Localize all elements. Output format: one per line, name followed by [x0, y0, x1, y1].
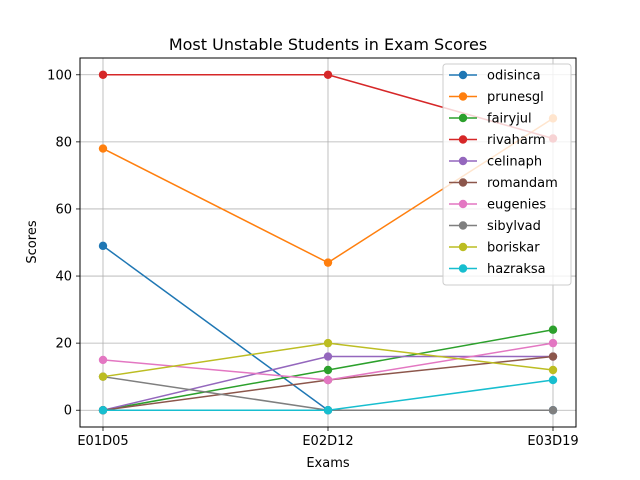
data-point — [98, 406, 108, 415]
x-tick-label: E03D19 — [527, 434, 578, 449]
legend-marker — [458, 92, 468, 101]
legend-item: sibylvad — [449, 219, 541, 234]
data-point — [323, 406, 333, 415]
legend-label: odisinca — [487, 69, 541, 84]
data-point — [548, 338, 558, 348]
data-point — [98, 144, 108, 153]
legend-item: odisinca — [449, 69, 541, 84]
y-axis-label: Scores — [25, 220, 40, 263]
legend-label: fairyjul — [487, 112, 532, 127]
data-point — [548, 406, 558, 415]
data-point — [323, 352, 333, 361]
tick-layer: 0 20 40 60 80 100 E01D05 E02D12 E03D19 — [47, 68, 578, 449]
legend-item: hazraksa — [449, 262, 546, 277]
y-tick-label: 0 — [64, 404, 72, 419]
data-point — [323, 70, 333, 79]
legend-label: romandam — [487, 176, 558, 191]
legend-item: fairyjul — [449, 112, 532, 127]
legend-marker — [458, 221, 468, 230]
data-point — [323, 338, 333, 348]
data-point — [323, 258, 333, 267]
data-point — [548, 352, 558, 361]
legend-item: celinaph — [449, 155, 542, 170]
legend-item: eugenies — [449, 198, 546, 213]
y-tick-label: 60 — [55, 202, 72, 217]
legend-marker — [458, 199, 468, 209]
legend-label: sibylvad — [487, 219, 541, 234]
x-axis-label: Exams — [306, 456, 350, 471]
legend-marker — [458, 264, 468, 273]
legend-marker — [458, 135, 468, 144]
y-tick-label: 20 — [55, 337, 72, 352]
legend-label: hazraksa — [487, 262, 546, 277]
data-point — [323, 365, 333, 375]
legend-marker — [458, 156, 468, 166]
legend-label: eugenies — [487, 198, 546, 213]
legend-item: romandam — [449, 176, 558, 191]
legend-marker — [458, 178, 468, 187]
legend-marker — [458, 113, 468, 123]
legend-label: rivaharm — [487, 133, 546, 148]
data-point — [98, 372, 108, 381]
data-point — [98, 355, 108, 365]
legend-item: boriskar — [449, 241, 540, 256]
y-tick-label: 40 — [55, 270, 72, 285]
chart-title: Most Unstable Students in Exam Scores — [169, 35, 487, 54]
data-point — [98, 241, 108, 251]
legend-marker — [458, 70, 468, 80]
series-boriskar — [98, 338, 558, 381]
data-point — [548, 365, 558, 375]
legend: odisinca prunesgl fairyjul rivaharm celinaph… — [442, 63, 572, 286]
legend-box — [442, 63, 572, 286]
legend-item: rivaharm — [449, 133, 546, 148]
data-point — [323, 375, 333, 385]
legend-item: prunesgl — [449, 90, 544, 105]
series-eugenies — [98, 338, 558, 385]
legend-label: boriskar — [487, 241, 540, 256]
legend-marker — [458, 242, 468, 252]
x-tick-label: E02D12 — [302, 434, 353, 449]
data-point — [548, 375, 558, 385]
y-tick-label: 100 — [47, 68, 72, 83]
legend-label: celinaph — [487, 155, 542, 170]
legend-label: prunesgl — [487, 90, 544, 105]
x-tick-label: E01D05 — [77, 434, 128, 449]
data-point — [98, 70, 108, 79]
y-tick-label: 80 — [55, 135, 72, 150]
data-point — [548, 325, 558, 334]
series-hazraksa — [98, 375, 558, 415]
